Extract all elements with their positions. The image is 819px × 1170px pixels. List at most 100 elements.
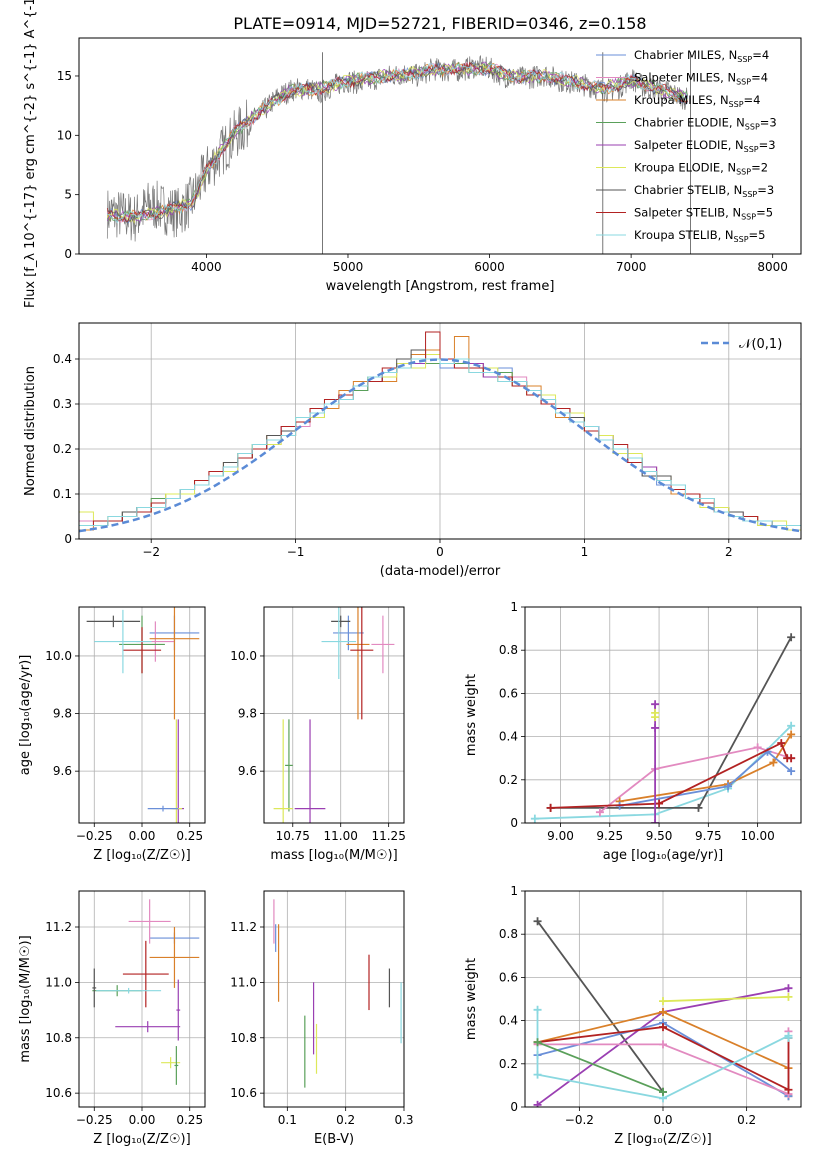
y-tick-label: 9.6 [53,764,72,778]
x-tick-label: 9.50 [646,829,673,843]
y-tick-label: 0.6 [499,686,518,700]
y-axis-label: mass weight [464,674,479,756]
normal-curve [79,358,801,533]
y-tick-label: 10 [57,128,72,142]
x-tick-label: −0.2 [565,1113,594,1127]
plot-area [106,52,691,254]
data-point [533,917,542,926]
x-axis-label: Z [log₁₀(Z/Z☉)] [93,1132,190,1147]
y-tick-label: 9.8 [238,707,257,721]
legend-entry: Chabrier STELIB, NSSP=3 [634,183,774,199]
plot-area [533,917,793,1107]
y-tick-label: 9.8 [53,707,72,721]
chart-title: PLATE=0914, MJD=52721, FIBERID=0346, z=0… [233,14,646,33]
y-axis-label: age [log₁₀(age/yr)] [18,655,33,776]
data-point [533,1070,542,1079]
legend-entry: Kroupa ELODIE, NSSP=2 [634,161,768,177]
legend-entry: Salpeter ELODIE, NSSP=3 [634,138,776,154]
panel-weight_vs_age: 9.00 9.25 9.50 9.75 10.00 0 0.2 0.4 0.6 0.8 1 age [… [464,600,802,863]
data-point [659,1087,667,1096]
data-point [651,723,660,732]
y-tick-label: 0.4 [499,730,518,744]
y-tick-label: 0.6 [499,970,518,984]
x-tick-label: −1 [287,545,305,559]
x-tick-label: 9.75 [695,829,722,843]
y-tick-label: 0.8 [499,927,518,941]
y-axis-label: mass weight [464,958,479,1040]
weight-line [536,920,664,1093]
data-point [787,721,796,730]
data-point [651,700,660,709]
data-point [787,633,796,642]
plot-frame [524,606,802,824]
y-tick-label: 10.8 [230,1031,257,1045]
y-tick-label: 5 [64,188,72,202]
data-point [546,803,555,812]
y-tick-label: 10.0 [45,649,72,663]
observed-spectrum [106,55,688,242]
data-point [694,803,703,812]
model-spectrum [107,63,689,224]
plot-area [273,607,395,823]
plot-frame [263,606,405,824]
x-tick-label: 7000 [616,260,647,274]
y-tick-label: 11.0 [45,975,72,989]
plot-frame [263,890,405,1108]
x-axis-label: age [log₁₀(age/yr)] [603,848,724,863]
data-point [659,1007,667,1016]
plot-area [79,331,801,539]
data-point [533,1038,542,1047]
data-point [655,799,664,808]
x-tick-label: 9.25 [596,829,623,843]
x-tick-label: 5000 [333,260,364,274]
weight-line [550,741,792,809]
x-tick-label: 0.2 [737,1113,756,1127]
panel-age_vs_Z: −0.25 0.00 0.25 9.6 9.8 10.0 Z [log₁₀(Z/Z☉)] ag… [18,606,206,863]
data-point [724,782,733,791]
plot-frame [524,890,802,1108]
y-tick-label: 0.8 [499,643,518,657]
y-tick-label: 11.0 [230,975,257,989]
y-tick-label: 0.3 [53,397,72,411]
x-tick-label: 6000 [474,260,505,274]
legend-entry: 𝒩(0,1) [739,337,782,352]
data-point [784,992,793,1001]
data-point [784,1033,793,1042]
y-axis-label: Normed distribution [23,366,38,496]
x-axis-label: Z [log₁₀(Z/Z☉)] [614,1132,711,1147]
plot-frame [78,37,802,255]
plot-frame [78,606,206,824]
x-tick-label: 9.00 [547,829,574,843]
weight-line [550,636,792,809]
x-axis-label: Z [log₁₀(Z/Z☉)] [93,848,190,863]
data-point [530,814,539,823]
y-tick-label: 0 [64,247,72,261]
x-axis-label: mass [log₁₀(M/M☉)] [270,848,397,863]
x-tick-label: −0.25 [76,1113,113,1127]
data-point [659,1040,667,1049]
y-tick-label: 1 [510,884,518,898]
x-tick-label: 0 [436,545,444,559]
legend-entry: Chabrier MILES, NSSP=4 [634,48,769,64]
y-tick-label: 0 [510,1100,518,1114]
y-tick-label: 0.2 [53,442,72,456]
y-tick-label: 0.2 [499,1057,518,1071]
data-point [533,1100,542,1107]
x-tick-label: −0.25 [76,829,113,843]
data-point [787,767,796,776]
plot-area [530,633,796,823]
x-tick-label: 8000 [757,260,788,274]
plot-area [92,899,200,1085]
histogram-series [79,358,801,539]
x-tick-label: 0.00 [129,1113,156,1127]
data-point [533,1005,542,1014]
x-tick-label: 0.0 [653,1113,672,1127]
legend: 𝒩(0,1) [701,337,782,352]
y-tick-label: 0.4 [53,352,72,366]
legend: Chabrier MILES, NSSP=4 Salpeter MILES, NS… [596,48,777,244]
x-tick-label: 10.75 [276,829,310,843]
panel-mass_vs_EBV: 0.1 0.2 0.3 10.6 10.8 11.0 11.2 E(B-V) [230,890,414,1147]
x-tick-label: 4000 [191,260,222,274]
weight-line [619,733,792,803]
y-tick-label: 10.8 [45,1031,72,1045]
